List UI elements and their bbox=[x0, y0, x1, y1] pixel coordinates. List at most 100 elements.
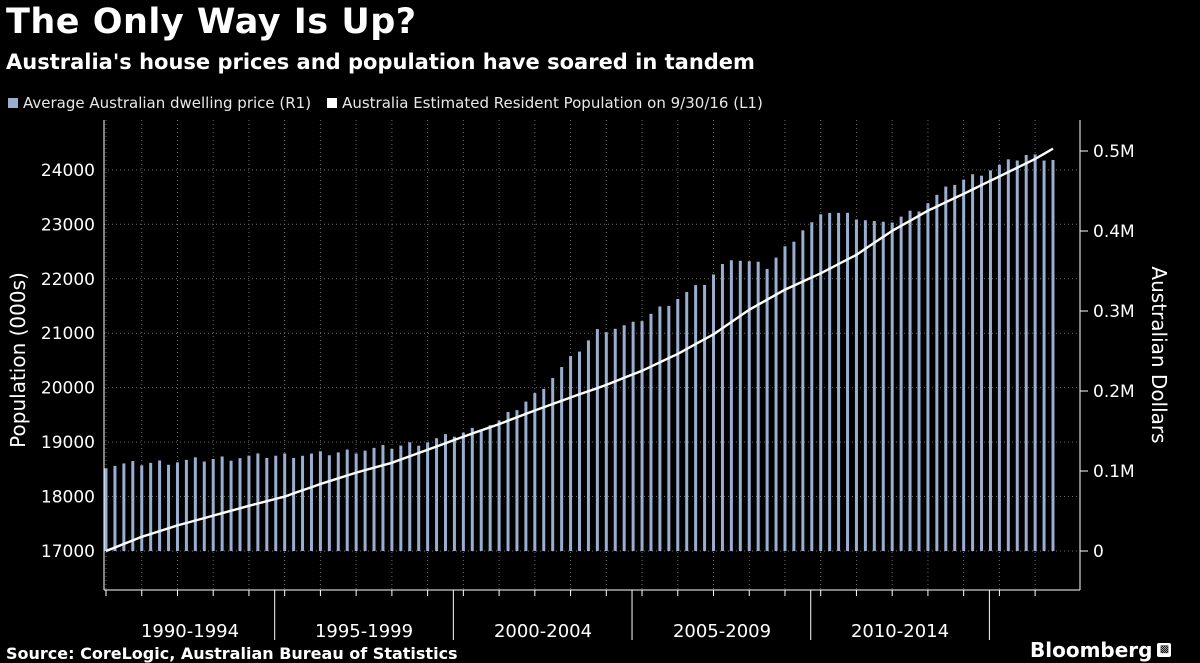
price-bar bbox=[854, 219, 858, 552]
y-tick-label: 23000 bbox=[41, 215, 95, 235]
legend-label-population: Australia Estimated Resident Population … bbox=[342, 94, 763, 112]
y2-tick-label: 0.5M bbox=[1093, 142, 1135, 162]
price-bar bbox=[167, 464, 171, 551]
price-bar bbox=[890, 222, 894, 551]
price-bar bbox=[944, 186, 948, 551]
price-bar bbox=[837, 212, 841, 551]
price-bar bbox=[211, 459, 215, 551]
price-bar bbox=[506, 411, 510, 551]
y-axis-label: Population (000s) bbox=[6, 272, 30, 448]
price-bar bbox=[1015, 160, 1019, 551]
legend-item-price: Average Australian dwelling price (R1) bbox=[8, 94, 311, 112]
price-bar bbox=[193, 457, 197, 551]
price-bar bbox=[408, 442, 412, 551]
y2-tick-label: 0.4M bbox=[1093, 222, 1135, 242]
price-bar bbox=[872, 220, 876, 551]
brand-text: Bloomberg bbox=[1030, 638, 1153, 662]
price-bar bbox=[604, 332, 608, 551]
price-bar bbox=[354, 453, 358, 551]
price-bar bbox=[613, 328, 617, 551]
legend-item-population: Australia Estimated Resident Population … bbox=[327, 94, 763, 112]
price-bar bbox=[1033, 154, 1037, 551]
price-bar bbox=[238, 458, 242, 551]
legend-label-price: Average Australian dwelling price (R1) bbox=[23, 94, 312, 112]
price-bar bbox=[158, 460, 162, 551]
price-bar bbox=[712, 274, 716, 551]
price-bar bbox=[846, 212, 850, 551]
price-bar bbox=[917, 211, 921, 552]
price-bar bbox=[988, 170, 992, 552]
price-bar bbox=[792, 241, 796, 551]
price-bar bbox=[542, 388, 546, 551]
x-tick-label: 1990-1994 bbox=[141, 621, 239, 642]
price-bar bbox=[417, 445, 421, 551]
price-bar bbox=[962, 179, 966, 551]
price-bar bbox=[578, 351, 581, 551]
price-bars bbox=[104, 154, 1055, 552]
price-bar bbox=[1051, 159, 1055, 551]
chart-subtitle: Australia's house prices and population … bbox=[6, 50, 755, 74]
price-bar bbox=[783, 246, 787, 551]
price-bar bbox=[747, 261, 751, 551]
legend: Average Australian dwelling price (R1) A… bbox=[8, 94, 763, 112]
x-tick-label: 1995-1999 bbox=[315, 621, 413, 642]
price-bar bbox=[336, 452, 340, 551]
price-bar bbox=[863, 220, 867, 551]
price-bar bbox=[140, 465, 144, 551]
price-bar bbox=[301, 455, 305, 551]
y2-tick-label: 0 bbox=[1093, 542, 1104, 562]
price-bar bbox=[104, 468, 108, 551]
bloomberg-logo: Bloomberg ▩ bbox=[1030, 638, 1172, 662]
price-bar bbox=[488, 425, 492, 551]
price-bar bbox=[756, 261, 760, 551]
y-tick-label: 22000 bbox=[41, 270, 95, 290]
price-bar bbox=[560, 367, 564, 551]
price-bar bbox=[667, 305, 671, 551]
grid bbox=[104, 120, 1080, 590]
x-tick-label: 2000-2004 bbox=[494, 621, 592, 642]
x-tick-label: 2010-2014 bbox=[851, 621, 949, 642]
price-bar bbox=[399, 445, 403, 551]
price-bar bbox=[247, 455, 251, 551]
price-bar bbox=[265, 457, 269, 551]
price-bar bbox=[622, 325, 626, 551]
price-bar bbox=[318, 451, 322, 551]
price-bar bbox=[479, 429, 483, 551]
price-bar bbox=[703, 284, 707, 551]
price-bar bbox=[685, 292, 689, 551]
price-bar bbox=[935, 194, 939, 551]
price-bar bbox=[1042, 160, 1046, 551]
price-bar bbox=[470, 427, 474, 551]
price-bar bbox=[452, 436, 456, 551]
legend-swatch-population bbox=[327, 98, 338, 108]
price-bar bbox=[551, 377, 555, 551]
price-bar bbox=[569, 356, 573, 551]
y2-tick-label: 0.2M bbox=[1093, 382, 1135, 402]
chart-title: The Only Way Is Up? bbox=[6, 2, 417, 42]
price-bar bbox=[738, 260, 742, 551]
price-bar bbox=[595, 329, 599, 551]
price-bar bbox=[122, 463, 126, 551]
price-bar bbox=[908, 210, 912, 551]
price-bar bbox=[175, 462, 179, 551]
price-bar bbox=[926, 203, 930, 551]
price-bar bbox=[774, 257, 778, 551]
price-bar bbox=[631, 321, 635, 551]
price-bar bbox=[283, 453, 287, 551]
price-bar bbox=[658, 306, 662, 551]
price-bar bbox=[381, 445, 385, 551]
source-note: Source: CoreLogic, Australian Bureau of … bbox=[6, 644, 458, 663]
axes: 17000 18000 19000 20000 21000 22000 23000 24000… bbox=[41, 120, 1135, 642]
price-bar bbox=[220, 456, 224, 551]
bloomberg-terminal-icon: ▩ bbox=[1157, 643, 1172, 657]
price-bar bbox=[881, 221, 885, 551]
price-bar bbox=[819, 214, 823, 551]
x-tick-label: 2005-2009 bbox=[673, 621, 771, 642]
population-line bbox=[105, 147, 1054, 553]
price-bar bbox=[256, 453, 260, 551]
price-bar bbox=[801, 230, 805, 552]
price-bar bbox=[426, 442, 430, 551]
price-bar bbox=[729, 260, 733, 551]
y-tick-label: 24000 bbox=[41, 161, 95, 181]
